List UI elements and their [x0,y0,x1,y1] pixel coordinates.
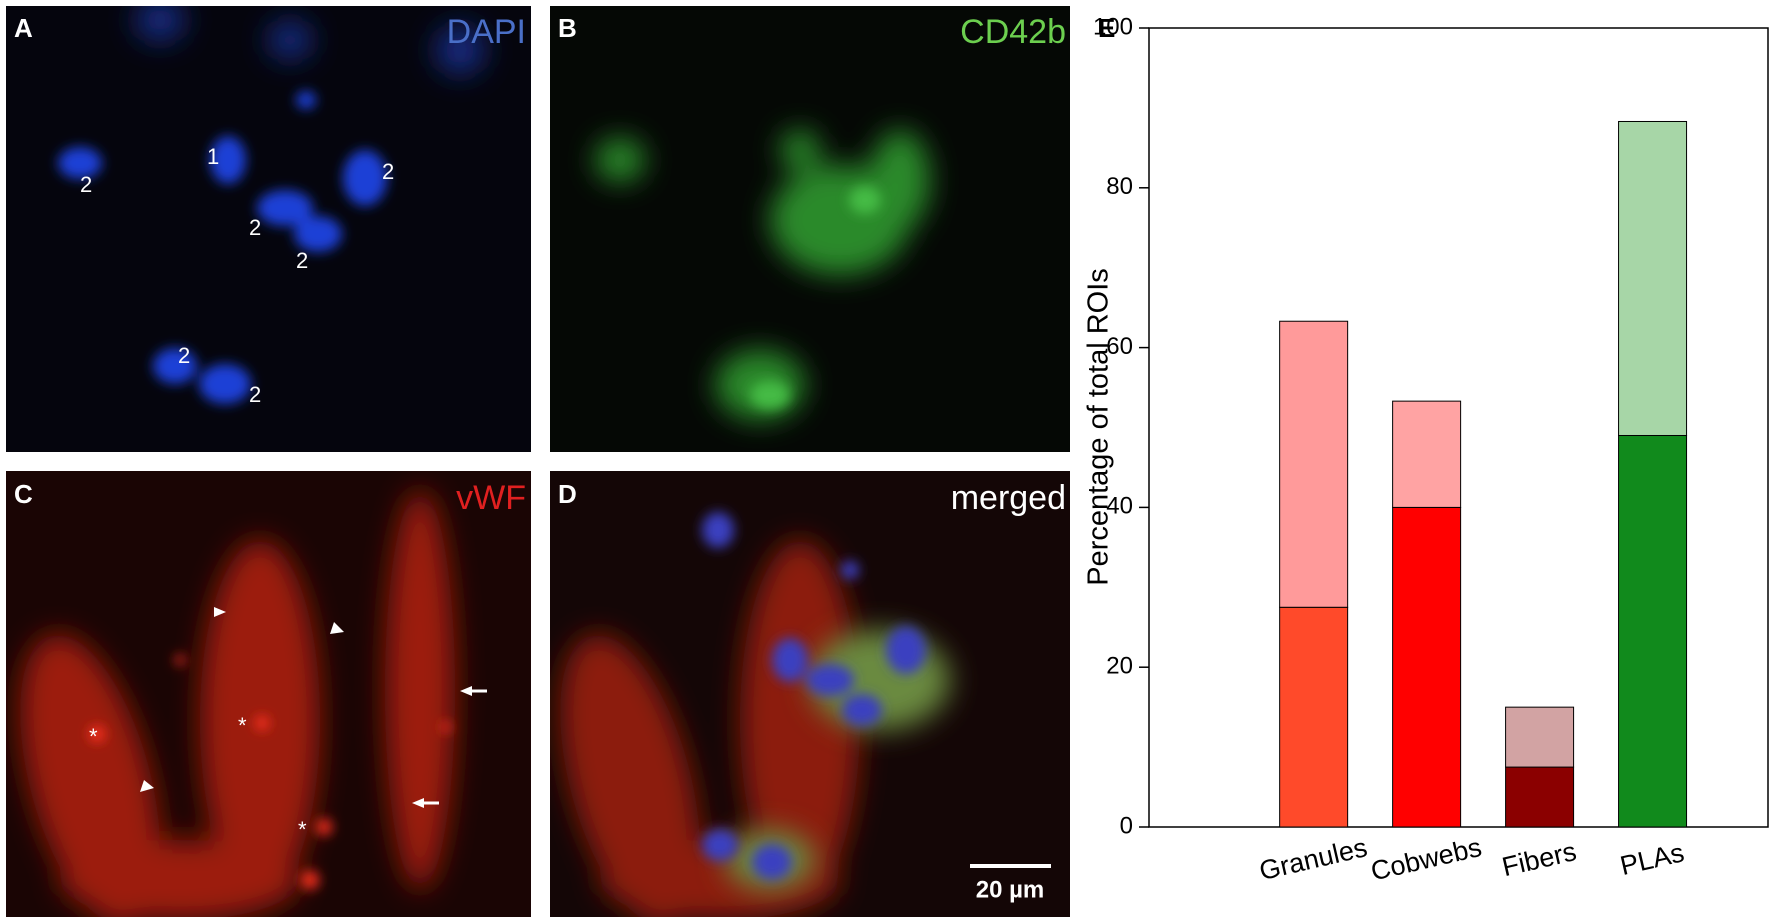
nucleus-label: 2 [249,215,261,240]
panel-a [6,6,531,452]
panel-letter: D [558,479,577,509]
nucleus-label: 2 [178,343,190,368]
nucleus-label: 1 [207,144,219,169]
panel-d: 20 µm [550,471,1070,917]
bar-segment [1505,766,1575,828]
panel-letter: B [558,13,577,43]
panel-letter: E [1098,13,1115,43]
scale-bar-label: 20 µm [976,876,1045,903]
x-tick-label: Cobwebs [1368,832,1484,887]
nucleus-label: 2 [382,159,394,184]
nucleus-label: 2 [296,248,308,273]
nucleus-label: 2 [80,172,92,197]
stain-label: CD42b [960,13,1066,51]
panel-c [6,471,531,917]
panel-letter: C [14,479,33,509]
y-tick-label: 0 [1120,812,1133,839]
y-tick-label: 40 [1106,493,1133,520]
bar-segment [1279,606,1349,828]
y-tick-label: 100 [1093,13,1133,40]
panel-letter: A [14,13,33,43]
x-tick-label: PLAs [1617,837,1687,881]
nucleus-label: 2 [249,382,261,407]
stain-label: vWF [456,479,526,517]
y-tick-label: 60 [1106,333,1133,360]
asterisk: * [298,817,307,842]
y-tick-label: 80 [1106,173,1133,200]
bar-segment [1392,400,1462,508]
asterisk: * [89,724,98,749]
y-tick-label: 20 [1106,653,1133,680]
bar-segment [1618,434,1688,828]
x-tick-label: Fibers [1499,836,1579,882]
y-axis-label: Percentage of total ROIs [1083,268,1115,586]
bar-segment [1505,706,1575,768]
bar-segment [1279,320,1349,608]
stain-label: DAPI [447,13,526,51]
asterisk: * [238,713,247,738]
stain-label: merged [951,479,1066,517]
x-tick-label: Granules [1256,832,1370,886]
bar-segment [1618,120,1688,436]
bar-segment [1392,506,1462,828]
panel-b [550,6,1070,452]
